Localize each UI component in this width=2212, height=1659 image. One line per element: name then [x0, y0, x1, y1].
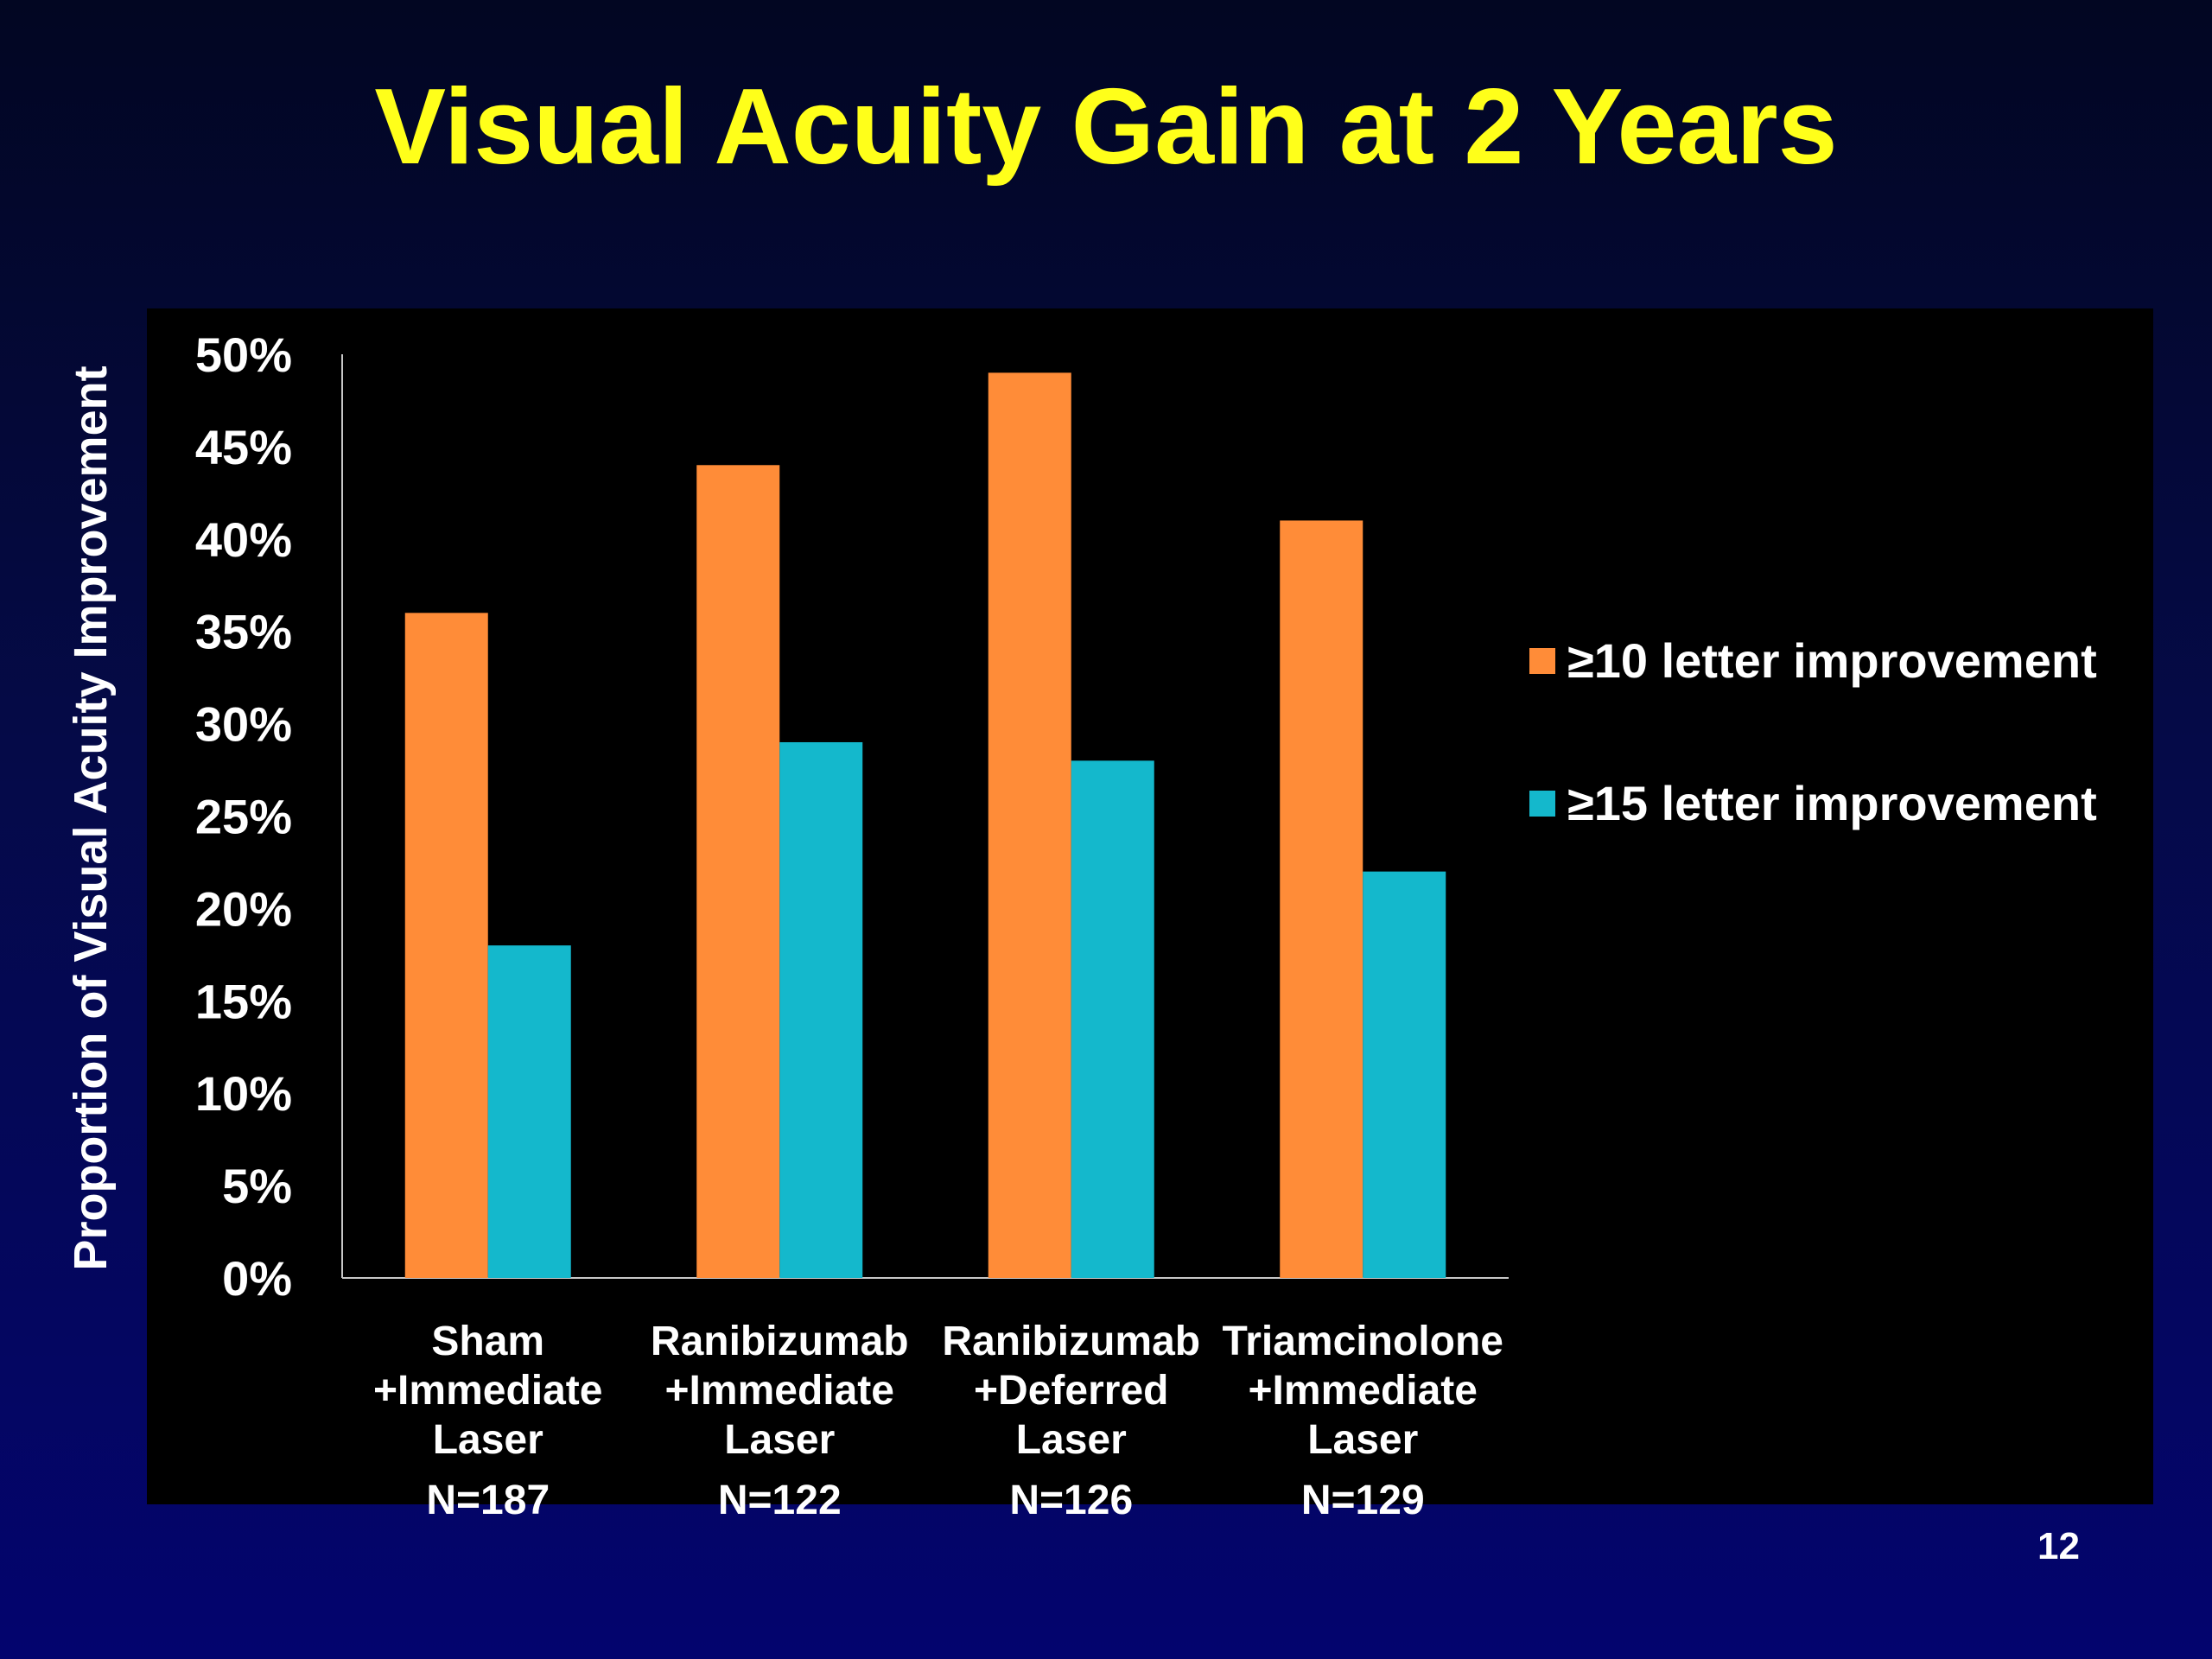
page-number: 12 [2037, 1525, 2080, 1567]
x-category-label: +Immediate [1249, 1368, 1478, 1414]
y-tick-label: 45% [195, 420, 292, 474]
bar-10-letter [696, 465, 780, 1278]
y-tick-label: 25% [195, 790, 292, 844]
x-category-label: Laser [1307, 1417, 1418, 1463]
legend-label-15-letter: ≥15 letter improvement [1567, 776, 2097, 830]
x-category-label: +Immediate [373, 1368, 602, 1414]
x-category-label: Ranibizumab [942, 1319, 1200, 1364]
y-tick-label: 5% [222, 1159, 292, 1213]
y-tick-label: 30% [195, 697, 292, 752]
x-category-label: Ranibizumab [651, 1319, 909, 1364]
x-category-label: Laser [433, 1417, 543, 1463]
x-category-n-label: N=122 [718, 1478, 842, 1523]
y-tick-label: 15% [195, 974, 292, 1028]
x-category-label: +Immediate [665, 1368, 894, 1414]
bar-15-letter [1071, 760, 1154, 1278]
y-tick-label: 50% [195, 327, 292, 382]
y-tick-label: 10% [195, 1066, 292, 1121]
x-category-label: Laser [1016, 1417, 1127, 1463]
y-tick-label: 35% [195, 605, 292, 659]
y-tick-label: 40% [195, 512, 292, 567]
x-category-n-label: N=126 [1009, 1478, 1133, 1523]
bar-15-letter [1363, 871, 1446, 1278]
legend-label-10-letter: ≥10 letter improvement [1567, 633, 2097, 688]
slide-title: Visual Acuity Gain at 2 Years [374, 67, 1838, 187]
y-tick-label: 0% [222, 1251, 292, 1306]
bar-10-letter [1280, 520, 1363, 1278]
x-category-label: Laser [724, 1417, 835, 1463]
x-category-label: Sham [431, 1319, 544, 1364]
y-tick-label: 20% [195, 881, 292, 936]
bar-10-letter [404, 613, 488, 1278]
legend-swatch-10-letter [1529, 648, 1555, 674]
bar-10-letter [988, 372, 1071, 1278]
x-category-n-label: N=129 [1301, 1478, 1425, 1523]
x-category-n-label: N=187 [426, 1478, 550, 1523]
x-category-label: Triamcinolone [1223, 1319, 1503, 1364]
legend-swatch-15-letter [1529, 791, 1555, 817]
bar-15-letter [487, 945, 571, 1278]
bar-15-letter [779, 741, 863, 1278]
x-category-label: +Deferred [974, 1368, 1168, 1414]
